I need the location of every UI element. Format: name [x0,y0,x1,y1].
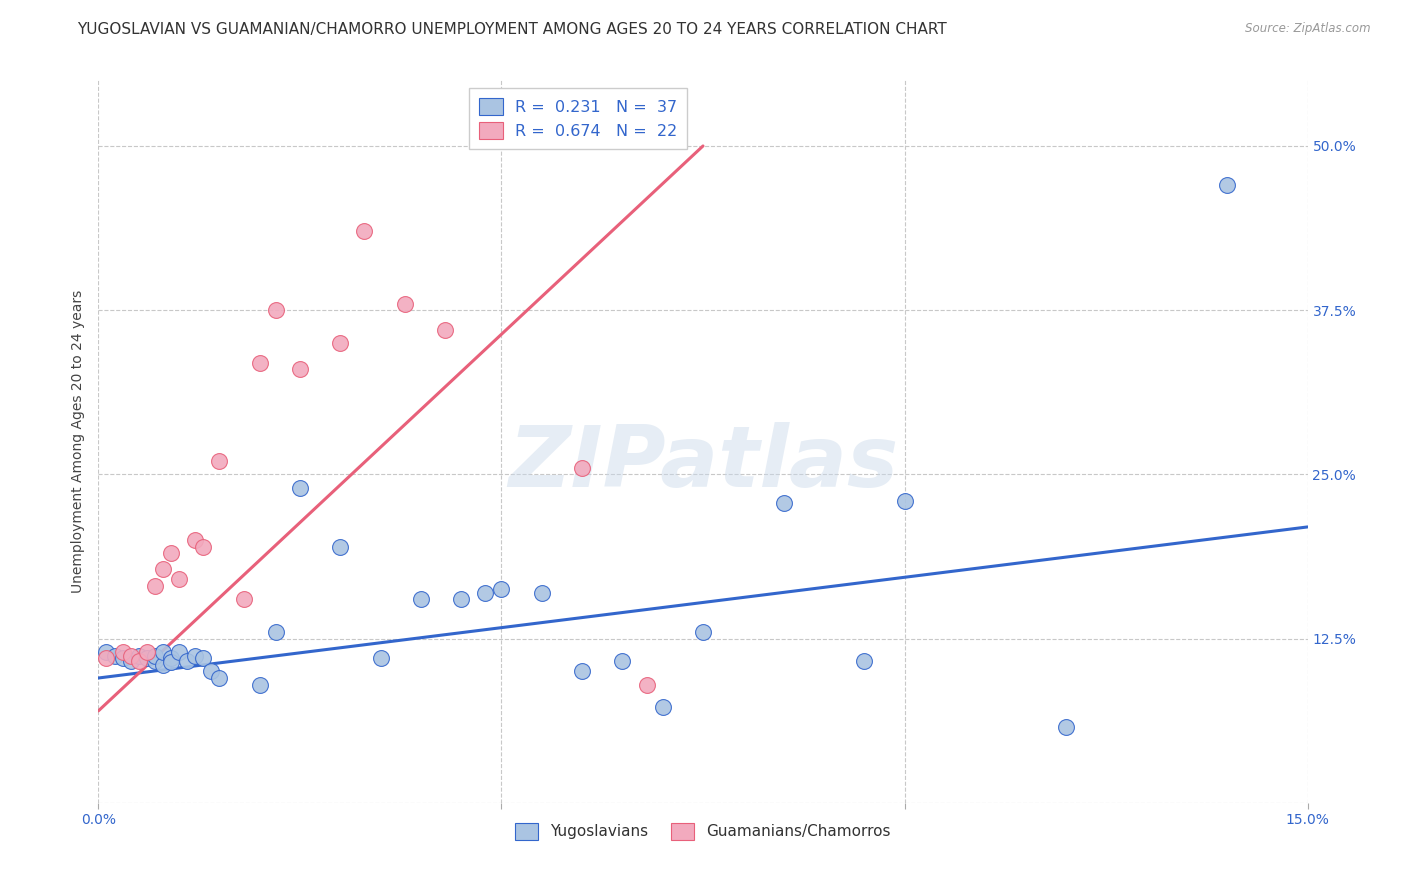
Point [193,651,215,665]
Point [135,651,157,665]
Point [128,654,150,668]
Point [96,651,118,665]
Point [152,562,174,576]
Point [96,645,118,659]
Point [450,592,472,607]
Point [160,546,183,560]
Text: YUGOSLAVIAN VS GUAMANIAN/CHAMORRO UNEMPLOYMENT AMONG AGES 20 TO 24 YEARS CORRELA: YUGOSLAVIAN VS GUAMANIAN/CHAMORRO UNEMPL… [77,22,948,37]
Point [200,665,222,679]
Point [636,677,658,691]
Point [491,582,513,596]
Point [128,648,150,663]
Point [853,654,876,668]
Point [288,362,311,376]
Point [184,648,207,663]
Point [160,655,183,669]
Point [264,625,287,640]
Point [1054,720,1077,734]
Legend: Yugoslavians, Guamanians/Chamorros: Yugoslavians, Guamanians/Chamorros [509,817,897,846]
Point [409,592,432,607]
Point [288,481,311,495]
Point [160,651,183,665]
Point [193,540,215,554]
Point [353,224,375,238]
Point [474,585,496,599]
Point [111,651,134,665]
Point [143,579,166,593]
Point [111,645,134,659]
Point [152,657,174,672]
Point [530,585,553,599]
Point [208,671,231,685]
Point [893,493,915,508]
Point [612,654,634,668]
Point [232,592,254,607]
Point [176,654,198,668]
Point [571,665,593,679]
Point [329,540,352,554]
Point [167,573,190,587]
Point [772,496,794,510]
Point [434,323,457,337]
Text: Source: ZipAtlas.com: Source: ZipAtlas.com [1246,22,1371,36]
Point [184,533,207,547]
Text: ZIPatlas: ZIPatlas [508,422,898,505]
Point [264,303,287,318]
Point [143,648,166,663]
Point [135,645,157,659]
Point [329,336,352,351]
Point [692,625,714,640]
Point [370,651,392,665]
Point [152,645,174,659]
Point [571,460,593,475]
Point [249,356,271,370]
Point [103,648,125,663]
Point [120,654,142,668]
Y-axis label: Unemployment Among Ages 20 to 24 years: Unemployment Among Ages 20 to 24 years [70,290,84,593]
Point [143,654,166,668]
Point [120,648,142,663]
Point [249,677,271,691]
Point [394,296,416,310]
Point [167,645,190,659]
Point [651,699,673,714]
Point [1216,178,1239,193]
Point [208,454,231,468]
